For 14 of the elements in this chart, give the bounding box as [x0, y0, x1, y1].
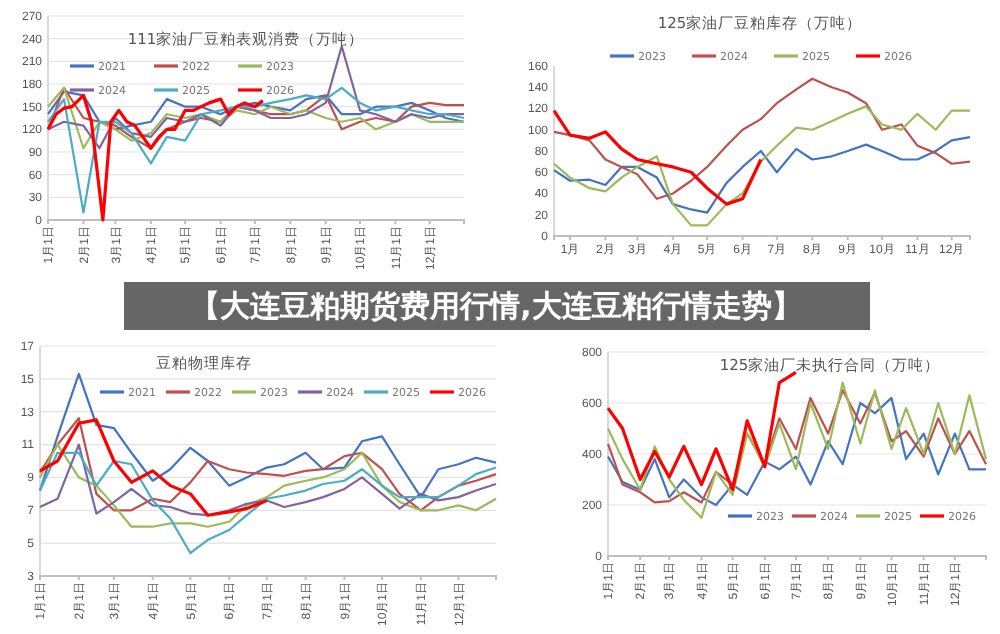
line-series: [552, 109, 763, 206]
line-series: [38, 418, 269, 517]
line-series: [606, 370, 798, 492]
line-series: [38, 451, 498, 555]
line-series: [606, 381, 988, 519]
line-series: [552, 136, 972, 214]
line-series: [38, 372, 498, 499]
line-series: [38, 417, 498, 512]
text: 【大连豆粕期货费用行情,大连豆粕行情走势】: [190, 288, 802, 324]
line-series: [46, 45, 466, 150]
line-series: [552, 105, 972, 227]
line-series: [46, 86, 466, 214]
line-series: [552, 77, 972, 200]
line-series: [46, 93, 265, 222]
